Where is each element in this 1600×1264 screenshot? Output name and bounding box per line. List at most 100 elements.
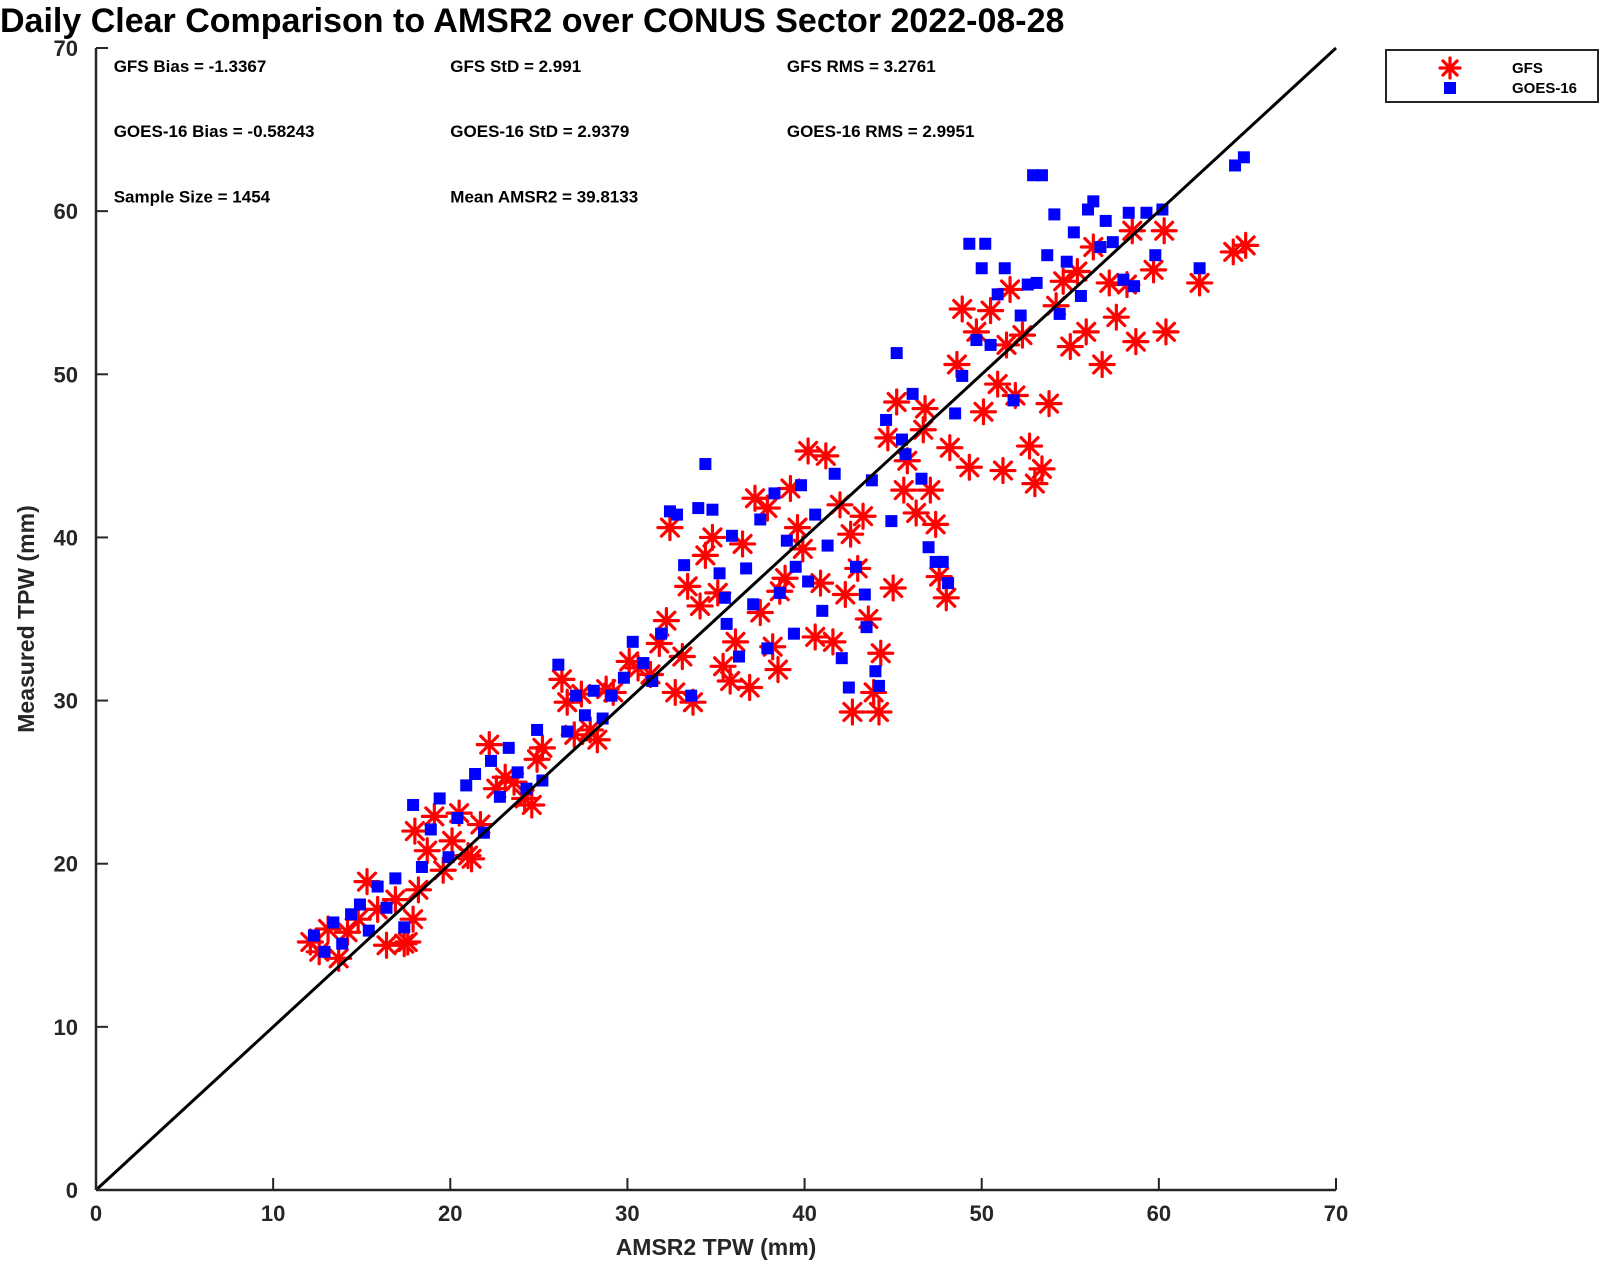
data-point-gfs xyxy=(1232,231,1260,260)
data-point-gfs xyxy=(867,639,895,667)
data-point-goes16 xyxy=(713,567,726,580)
data-point-goes16 xyxy=(362,924,375,937)
data-point-goes16 xyxy=(706,503,719,516)
data-point-goes16 xyxy=(307,929,320,942)
data-point-goes16 xyxy=(678,559,691,572)
data-point-gfs xyxy=(1028,455,1056,483)
data-point-gfs xyxy=(553,688,581,716)
data-point-goes16 xyxy=(880,413,893,426)
stat-annotation: GOES-16 RMS = 2.9951 xyxy=(787,122,975,141)
data-point-goes16 xyxy=(587,684,600,697)
stat-annotation: Sample Size = 1454 xyxy=(114,187,271,206)
data-point-gfs xyxy=(475,731,503,759)
data-point-goes16 xyxy=(821,539,834,552)
y-tick-label: 60 xyxy=(54,199,78,224)
data-point-goes16 xyxy=(646,674,659,687)
data-point-goes16 xyxy=(469,767,482,780)
data-point-goes16 xyxy=(1094,241,1107,254)
data-point-goes16 xyxy=(802,575,815,588)
data-point-goes16 xyxy=(485,754,498,767)
data-point-goes16 xyxy=(353,898,366,911)
data-point-goes16 xyxy=(371,880,384,893)
data-point-goes16 xyxy=(942,577,955,590)
data-point-goes16 xyxy=(570,689,583,702)
data-point-gfs xyxy=(372,931,401,959)
data-point-goes16 xyxy=(858,588,871,601)
data-point-gfs xyxy=(969,398,998,426)
data-point-gfs xyxy=(764,655,792,684)
data-point-goes16 xyxy=(1087,195,1100,208)
data-point-goes16 xyxy=(991,288,1004,301)
data-point-gfs xyxy=(838,698,867,726)
data-point-gfs xyxy=(1102,303,1130,331)
data-point-goes16 xyxy=(906,387,919,400)
legend: GFS GOES-16 xyxy=(1385,49,1599,103)
data-point-goes16 xyxy=(869,665,882,678)
y-tick-label: 70 xyxy=(54,36,78,61)
data-point-goes16 xyxy=(1193,262,1206,275)
x-tick-label: 40 xyxy=(792,1201,816,1226)
data-point-goes16 xyxy=(380,901,393,914)
data-point-gfs xyxy=(1152,318,1180,346)
data-point-gfs xyxy=(1072,318,1100,346)
data-point-goes16 xyxy=(890,347,903,360)
data-point-goes16 xyxy=(725,529,738,542)
data-point-gfs xyxy=(404,876,432,904)
statistics-annotations: GFS Bias = -1.3367 GFS StD = 2.991 GFS RMS… xyxy=(114,57,975,207)
data-point-goes16 xyxy=(842,681,855,694)
data-point-goes16 xyxy=(899,448,912,461)
data-point-goes16 xyxy=(511,766,524,779)
data-point-gfs xyxy=(819,628,847,656)
data-point-goes16 xyxy=(336,937,349,950)
data-point-gfs xyxy=(932,584,960,612)
data-point-goes16 xyxy=(407,798,420,811)
data-point-gfs xyxy=(955,453,983,481)
x-tick-label: 30 xyxy=(615,1201,639,1226)
data-point-goes16 xyxy=(787,627,800,640)
data-point-gfs xyxy=(922,510,950,538)
data-point-gfs xyxy=(438,827,466,855)
data-point-goes16 xyxy=(433,792,446,805)
data-point-goes16 xyxy=(451,812,464,825)
data-point-goes16 xyxy=(747,598,760,611)
data-point-gfs xyxy=(686,592,714,620)
data-point-gfs xyxy=(548,665,576,693)
data-point-goes16 xyxy=(637,657,650,670)
data-point-gfs xyxy=(801,623,829,651)
data-point-goes16 xyxy=(460,779,473,792)
data-point-gfs xyxy=(1095,269,1123,297)
data-point-goes16 xyxy=(1099,214,1112,227)
data-point-goes16 xyxy=(561,725,574,738)
data-point-gfs xyxy=(394,928,422,956)
data-point-goes16 xyxy=(655,627,668,640)
data-point-goes16 xyxy=(327,916,340,929)
data-point-gfs xyxy=(721,628,750,656)
data-point-gfs xyxy=(883,388,911,416)
data-point-goes16 xyxy=(754,513,767,526)
data-point-goes16 xyxy=(531,723,544,736)
data-point-goes16 xyxy=(442,851,455,864)
data-point-gfs xyxy=(457,845,486,873)
data-point-goes16 xyxy=(1067,226,1080,239)
data-point-gfs xyxy=(865,698,893,726)
data-point-goes16 xyxy=(740,562,753,575)
data-point-gfs xyxy=(518,791,546,819)
data-point-goes16 xyxy=(872,679,885,692)
stat-annotation: Mean AMSR2 = 39.8133 xyxy=(450,187,638,206)
data-point-gfs xyxy=(984,370,1012,398)
data-point-gfs xyxy=(1049,267,1077,295)
data-point-gfs xyxy=(716,667,744,695)
data-point-goes16 xyxy=(415,860,428,873)
data-point-goes16 xyxy=(389,872,402,885)
data-point-goes16 xyxy=(828,467,841,480)
stat-annotation: GOES-16 Bias = -0.58243 xyxy=(114,122,315,141)
stat-annotation: GFS Bias = -1.3367 xyxy=(114,57,267,76)
data-point-gfs xyxy=(849,502,877,530)
y-tick-label: 40 xyxy=(54,525,78,550)
legend-marker-goes16 xyxy=(1444,82,1456,94)
data-point-goes16 xyxy=(626,635,639,648)
data-point-gfs xyxy=(989,456,1017,485)
data-point-goes16 xyxy=(552,658,565,671)
points-layer xyxy=(296,151,1260,972)
